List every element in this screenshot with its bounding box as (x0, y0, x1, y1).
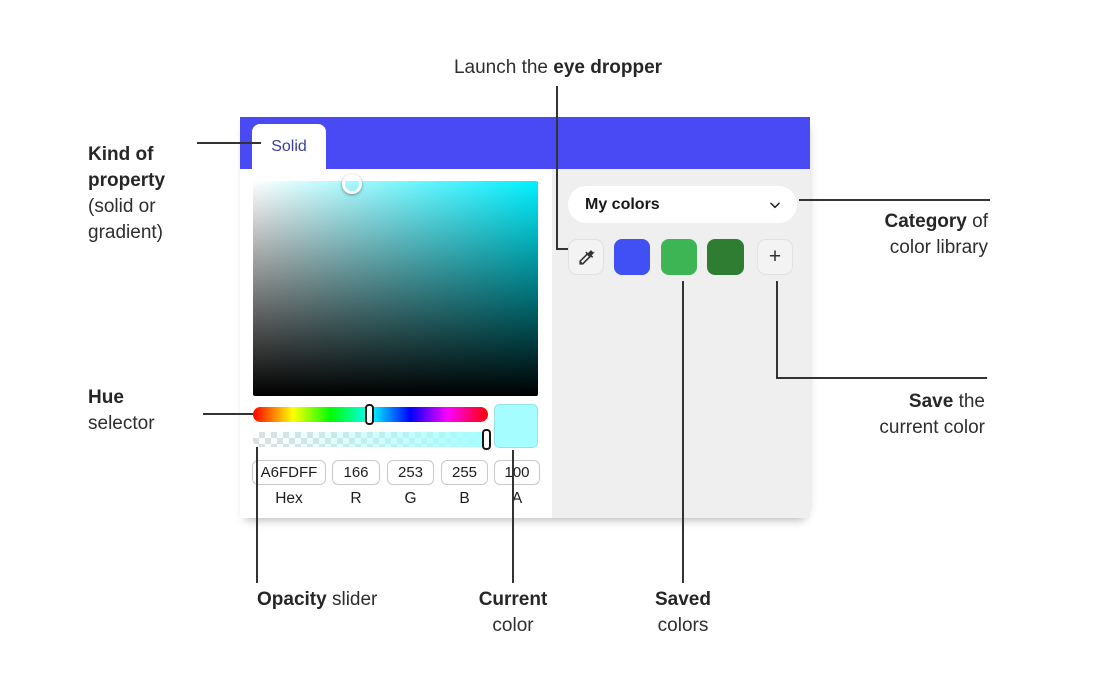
annotation-text: gradient) (88, 222, 163, 243)
connector-current-color (512, 450, 514, 583)
annotation-current-color: Current color (443, 587, 583, 639)
alpha-label: A (511, 490, 523, 507)
add-color-button[interactable]: + (757, 239, 793, 275)
green-input[interactable] (387, 460, 434, 485)
annotation-opacity-slider: Opacity slider (257, 587, 477, 613)
annotation-text: color (492, 615, 534, 636)
red-label: R (350, 490, 362, 507)
annotation-hue-selector: Hue selector (88, 385, 208, 437)
annotation-save-current-color: Save the current color (785, 389, 985, 441)
color-picker-panel: Solid Hex R G B A My colors (240, 117, 810, 518)
opacity-slider[interactable] (253, 432, 488, 447)
annotation-text: the (953, 391, 985, 412)
annotation-text-bold: Kind of (88, 144, 154, 165)
connector-hue-selector (203, 413, 253, 415)
eye-dropper-button[interactable] (568, 239, 604, 275)
blue-input[interactable] (441, 460, 488, 485)
hue-slider-handle[interactable] (365, 404, 374, 425)
saturation-square[interactable] (253, 181, 538, 396)
annotation-text: of (966, 211, 988, 232)
connector-saved-colors (682, 281, 684, 583)
annotation-saved-colors: Saved colors (618, 587, 748, 639)
opacity-slider-handle[interactable] (482, 429, 491, 450)
annotation-text: (solid or (88, 196, 156, 217)
blue-label: B (459, 490, 470, 507)
annotation-text-bold: Saved (655, 589, 711, 610)
red-input[interactable] (332, 460, 380, 485)
annotation-text-bold: property (88, 170, 166, 191)
saturation-handle[interactable] (342, 174, 362, 194)
annotation-text-bold: Opacity (257, 589, 327, 610)
connector-eye-dropper (556, 86, 568, 250)
hex-input[interactable] (252, 460, 326, 485)
annotation-text-bold: Category (884, 211, 967, 232)
connector-kind-of-property (197, 142, 261, 144)
saved-color-swatch-dark-green[interactable] (707, 239, 744, 275)
annotation-text: colors (657, 615, 709, 636)
color-library-dropdown-value: My colors (585, 195, 660, 213)
tab-solid[interactable]: Solid (252, 124, 326, 169)
annotation-text: Launch the (453, 57, 554, 78)
saved-color-swatch-green[interactable] (661, 239, 697, 275)
connector-category (799, 199, 990, 201)
annotation-launch-eye-dropper: Launch the eye dropper (393, 55, 723, 81)
annotation-text: current color (879, 417, 985, 438)
annotation-text: color library (889, 237, 988, 258)
annotation-text-bold: Current (478, 589, 548, 610)
current-color-swatch (494, 404, 538, 448)
annotation-text-bold: Hue (88, 387, 124, 408)
green-label: G (404, 490, 417, 507)
chevron-down-icon (768, 198, 782, 212)
eye-dropper-icon (577, 248, 596, 267)
annotation-text-bold: eye dropper (553, 57, 663, 78)
connector-save-current-color (776, 281, 987, 379)
annotation-kind-of-property: Kind of property (solid or gradient) (88, 142, 228, 246)
annotation-category: Category of color library (788, 209, 988, 261)
picker-body-right (552, 169, 810, 518)
annotation-text: selector (88, 413, 155, 434)
annotation-text: slider (326, 589, 378, 610)
alpha-input[interactable] (494, 460, 540, 485)
annotation-text-bold: Save (908, 391, 954, 412)
color-library-dropdown[interactable]: My colors (568, 186, 797, 223)
picker-header-bar (240, 117, 810, 169)
plus-icon: + (768, 244, 782, 268)
hex-label: Hex (275, 490, 303, 507)
saved-color-swatch-blue[interactable] (614, 239, 650, 275)
connector-opacity-slider (256, 447, 258, 583)
